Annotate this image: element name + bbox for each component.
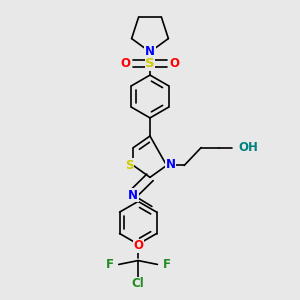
Text: OH: OH	[238, 141, 258, 154]
Text: F: F	[163, 258, 171, 271]
Text: N: N	[166, 158, 176, 171]
Text: Cl: Cl	[132, 277, 145, 290]
Text: O: O	[133, 239, 143, 252]
Text: S: S	[125, 159, 134, 172]
Text: N: N	[128, 189, 138, 202]
Text: N: N	[145, 45, 155, 58]
Text: S: S	[145, 57, 155, 70]
Text: O: O	[169, 57, 179, 70]
Text: F: F	[105, 258, 113, 271]
Text: O: O	[121, 57, 131, 70]
